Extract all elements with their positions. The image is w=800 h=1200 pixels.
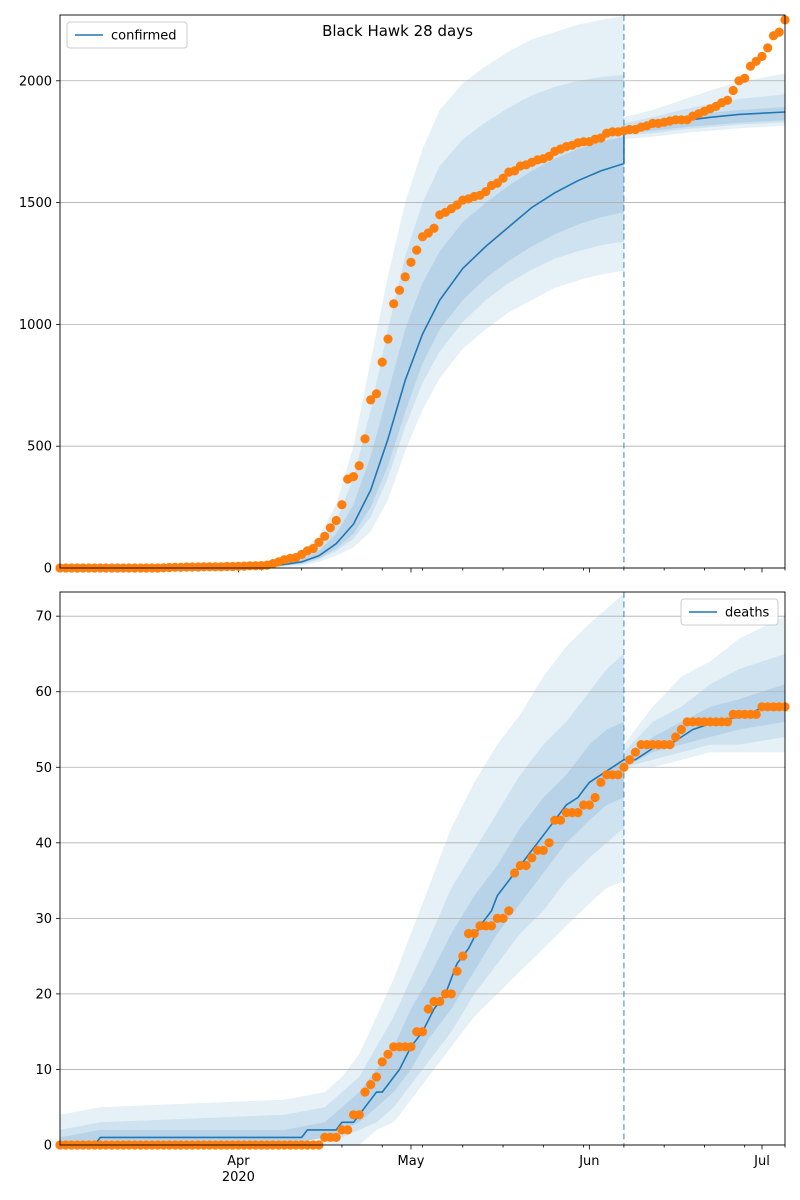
observed-point	[504, 906, 514, 916]
observed-point	[383, 1049, 393, 1059]
y-tick-label: 20	[35, 987, 52, 1002]
y-tick-label: 500	[27, 440, 52, 455]
observed-point	[320, 531, 330, 541]
observed-point	[722, 717, 733, 727]
observed-point	[371, 1072, 382, 1082]
observed-point	[394, 285, 405, 295]
x-tick-year-label: 2020	[222, 1170, 255, 1185]
y-tick-label: 1500	[19, 196, 52, 211]
observed-point	[630, 747, 641, 757]
x-tick-label: Jul	[753, 1154, 770, 1169]
observed-point	[371, 389, 382, 399]
observed-point	[366, 1080, 376, 1090]
observed-point	[728, 85, 738, 96]
observed-point	[377, 357, 387, 367]
x-tick-label: Apr	[227, 1154, 250, 1169]
axes-frame	[59, 591, 786, 1146]
observed-point	[360, 434, 370, 444]
confirmed-chart-panel: 0 500 1000 1500 2000 Black Hawk 28 days confir…	[19, 14, 790, 577]
observed-point	[584, 800, 595, 810]
y-tick-label: 10	[35, 1063, 52, 1078]
observed-point	[481, 187, 491, 197]
observed-point	[625, 755, 635, 765]
legend-box	[680, 598, 779, 626]
legend-label: deaths	[725, 606, 770, 621]
y-tick-label: 0	[44, 562, 52, 577]
observed-point	[325, 523, 335, 533]
observed-point	[337, 500, 347, 510]
uncertainty-band-1	[60, 74, 785, 568]
observed-point	[538, 845, 548, 856]
observed-point	[452, 966, 462, 976]
legend-label: confirmed	[111, 29, 177, 44]
observed-point	[348, 472, 359, 482]
observed-point	[590, 792, 600, 803]
uncertainty-band-0	[60, 16, 785, 568]
observed-point	[429, 223, 439, 233]
observed-point	[498, 173, 508, 183]
y-tick-label: 1000	[19, 318, 52, 333]
uncertainty-band-2	[60, 684, 785, 1145]
observed-point	[722, 95, 733, 105]
observed-point	[308, 543, 318, 554]
observed-point	[314, 537, 324, 548]
observed-point	[556, 815, 566, 825]
observed-point	[366, 395, 376, 405]
y-tick-label: 30	[35, 912, 52, 927]
observed-point	[573, 808, 583, 818]
y-tick-label: 60	[35, 685, 52, 700]
observed-point	[671, 732, 681, 742]
observed-point	[354, 461, 364, 471]
y-tick-label: 50	[35, 761, 52, 776]
observed-point	[469, 928, 479, 939]
x-tick-label: Jun	[578, 1154, 599, 1169]
legend-box	[66, 21, 188, 49]
x-tick-label: May	[398, 1154, 425, 1169]
observed-point	[446, 989, 456, 999]
observed-point	[498, 913, 508, 924]
chart-title: Black Hawk 28 days	[322, 22, 473, 40]
observed-point	[354, 1110, 364, 1120]
observed-point	[763, 43, 773, 53]
observed-point	[331, 515, 341, 526]
observed-point	[486, 921, 497, 931]
observed-point	[676, 724, 687, 735]
observed-point	[521, 860, 531, 871]
deaths-chart-panel: 0 10 20 30 40 50 60 70 Apr May Jun Jul 2020 deaths	[35, 591, 790, 1185]
y-tick-label: 70	[35, 610, 52, 625]
y-tick-label: 0	[44, 1139, 52, 1154]
observed-point	[757, 51, 767, 62]
uncertainty-band-2	[60, 107, 785, 568]
observed-point	[665, 740, 675, 750]
observed-point	[406, 257, 416, 267]
observed-point	[377, 1057, 387, 1067]
observed-point	[389, 299, 399, 309]
observed-point	[423, 1004, 433, 1014]
observed-point	[412, 245, 422, 255]
y-tick-label: 40	[35, 836, 52, 851]
observed-point	[417, 1027, 428, 1037]
observed-point	[406, 1042, 416, 1052]
observed-point	[435, 996, 445, 1007]
observed-point	[458, 951, 468, 961]
observed-point	[360, 1087, 370, 1097]
observed-point	[596, 777, 606, 788]
observed-point	[383, 334, 393, 344]
observed-point	[331, 1132, 341, 1142]
observed-point	[774, 27, 784, 37]
observed-point	[509, 868, 520, 878]
axes-frame	[59, 14, 786, 569]
observed-point	[613, 770, 623, 780]
observed-point	[544, 838, 554, 848]
observed-point	[751, 709, 761, 720]
uncertainty-band-0	[60, 593, 785, 1145]
observed-point	[343, 1125, 353, 1135]
observed-point	[619, 762, 629, 772]
observed-point	[527, 853, 537, 863]
y-tick-label: 2000	[19, 74, 52, 89]
observed-point	[400, 272, 410, 282]
observed-point	[740, 73, 750, 83]
